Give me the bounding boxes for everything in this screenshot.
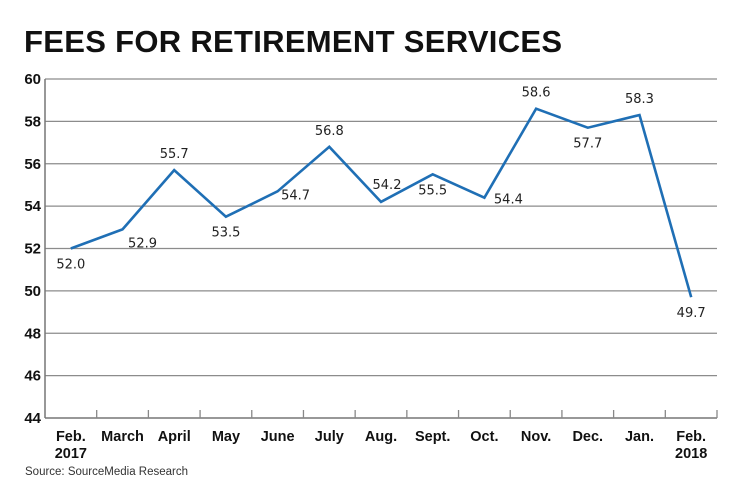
x-tick-label-year: 2018 (675, 446, 707, 462)
x-tick-label-year: 2017 (55, 446, 87, 462)
y-tick-label: 48 (24, 325, 41, 342)
data-label: 52.9 (128, 236, 157, 251)
gridlines (45, 78, 717, 377)
x-tick-label: Aug. (365, 429, 397, 445)
y-tick-label: 46 (24, 368, 41, 385)
data-label: 54.7 (281, 188, 310, 203)
x-tick-label: July (315, 429, 344, 445)
y-tick-label: 52 (24, 241, 41, 258)
x-tick-label: Dec. (572, 429, 603, 445)
data-label: 57.7 (573, 137, 602, 152)
data-label: 53.5 (211, 226, 240, 241)
x-tick-label: May (212, 429, 240, 445)
y-axis: 44 46 48 50 52 54 56 58 60 (24, 71, 46, 427)
data-label: 58.6 (522, 86, 551, 101)
x-tick-label: Feb. (56, 429, 86, 445)
y-tick-label: 60 (24, 71, 41, 88)
data-label: 54.4 (494, 193, 523, 208)
y-tick-label: 50 (24, 283, 41, 300)
x-tick-label: Sept. (415, 429, 450, 445)
data-label: 52.0 (56, 258, 85, 273)
x-tick-label: April (158, 429, 191, 445)
x-tick-label: Jan. (625, 429, 654, 445)
y-tick-label: 58 (24, 113, 41, 130)
source-note: Source: SourceMedia Research (25, 466, 188, 478)
data-label: 54.2 (373, 178, 402, 193)
x-tick-label: Oct. (470, 429, 498, 445)
x-tick-label: Nov. (521, 429, 551, 445)
x-tick-label: Feb. (676, 429, 706, 445)
x-tick-label: March (101, 429, 144, 445)
data-labels: 52.0 52.9 55.7 53.5 54.7 56.8 54.2 55.5 54.4 58.6… (56, 86, 705, 322)
y-tick-label: 54 (24, 198, 41, 215)
data-label: 56.8 (315, 124, 344, 139)
data-label: 55.7 (160, 147, 189, 162)
data-label: 49.7 (677, 306, 706, 321)
chart-title: FEES FOR RETIREMENT SERVICES (24, 24, 563, 59)
x-tick-label: June (261, 429, 295, 445)
data-label: 58.3 (625, 92, 654, 107)
data-label: 55.5 (418, 183, 447, 198)
fees-line-series (70, 107, 693, 298)
y-tick-label: 44 (24, 410, 41, 427)
y-tick-label: 56 (24, 156, 41, 173)
